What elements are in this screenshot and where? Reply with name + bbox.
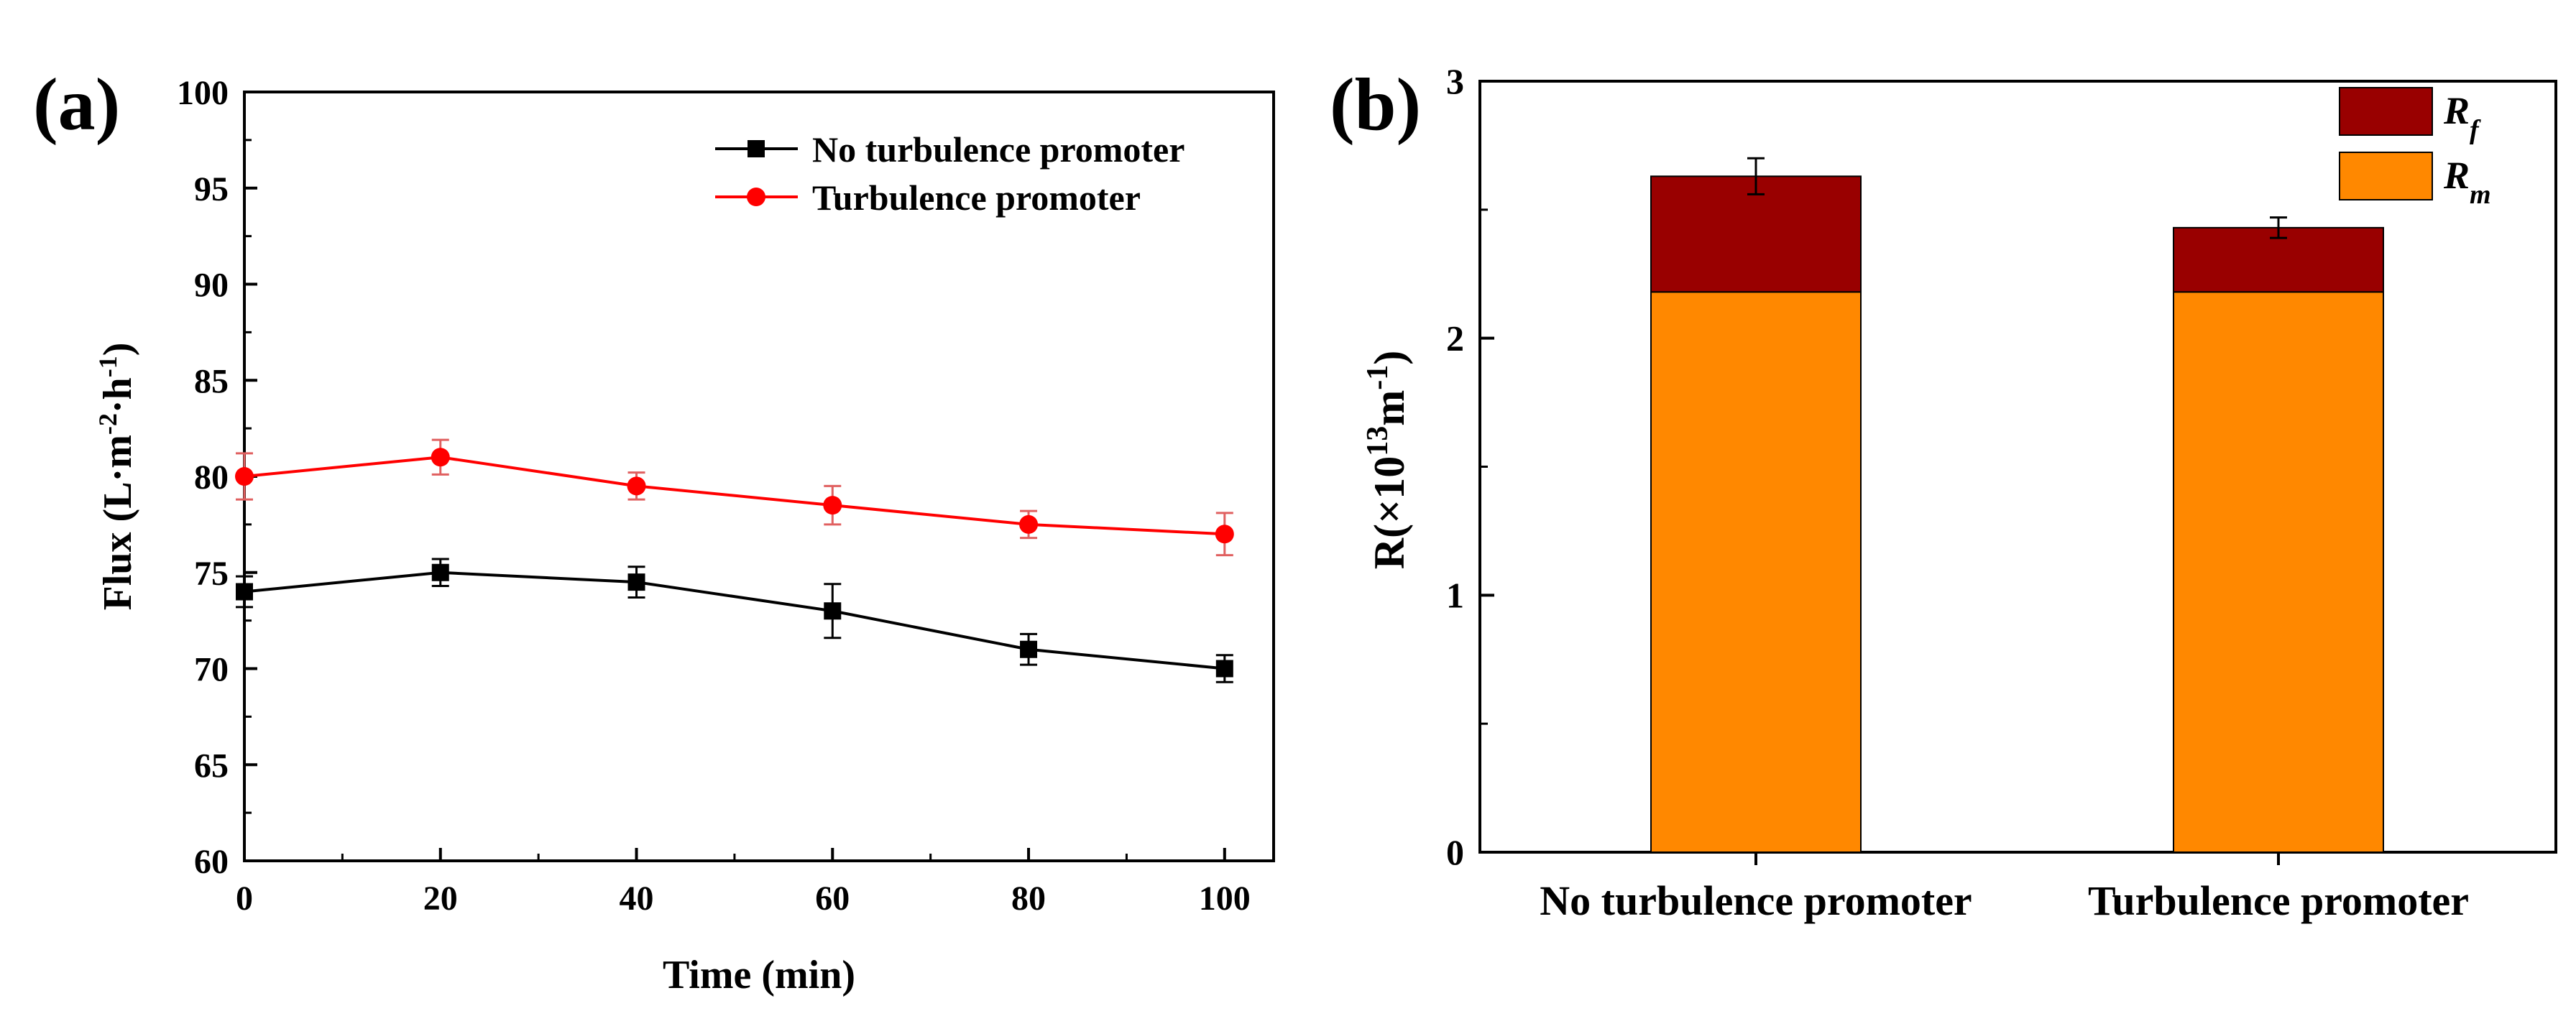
y-tick-label-a: 80 — [194, 458, 229, 497]
y-tick-label-a: 90 — [194, 267, 229, 305]
y-tick-label-a: 70 — [194, 651, 229, 689]
data-point-circle — [431, 448, 450, 467]
line-chart-panel-a: 60 65 70 75 80 85 90 95 100 0 20 40 60 80 100 Time (mi… — [93, 74, 1275, 997]
y-tick-label-a: 60 — [194, 843, 229, 881]
x-tick-label-b: No turbulence promoter — [1540, 877, 1972, 924]
data-point-circle — [1019, 514, 1039, 534]
axis-ticks-b: 0 1 2 3 — [1446, 61, 1494, 872]
x-tick-label-a: 100 — [1199, 880, 1251, 918]
legend-label: Rf — [2443, 89, 2481, 145]
series-line — [244, 571, 1225, 670]
y-tick-label-b: 3 — [1446, 61, 1464, 101]
panel-label-b: (b) — [1330, 63, 1421, 146]
data-point-square — [236, 583, 253, 601]
legend-swatch — [2339, 87, 2433, 136]
bars-layer-b: No turbulence promoter Turbulence promote… — [1540, 157, 2469, 924]
legend-label: No turbulence promoter — [812, 129, 1184, 170]
data-point-circle — [627, 476, 646, 496]
legend-a: No turbulence promoter Turbulence promote… — [715, 129, 1184, 218]
legend-label: Rm — [2443, 154, 2491, 210]
data-point-square — [627, 573, 645, 591]
panel-label-a: (a) — [33, 63, 120, 146]
data-point-square — [1020, 640, 1038, 658]
y-tick-label-a: 75 — [194, 555, 229, 593]
legend-marker-square — [748, 140, 765, 157]
y-tick-label-a: 95 — [194, 170, 229, 208]
y-tick-label-b: 2 — [1446, 318, 1464, 359]
data-point-square — [431, 563, 449, 581]
y-tick-label-a: 100 — [177, 74, 229, 112]
x-tick-label-b: Turbulence promoter — [2088, 877, 2469, 924]
bar-chart-panel-b: No turbulence promoter Turbulence promote… — [1361, 61, 2557, 924]
legend-swatch — [2339, 152, 2433, 200]
data-point-square — [824, 602, 842, 620]
bar-rf — [1650, 175, 1862, 293]
x-tick-label-a: 20 — [423, 880, 458, 918]
axis-ticks-a: 60 65 70 75 80 85 90 95 100 0 20 40 60 80 100 — [177, 74, 1251, 918]
bar-rm — [1650, 291, 1862, 853]
x-axis-label-a: Time (min) — [663, 953, 855, 997]
data-point-square — [1215, 660, 1233, 678]
y-axis-label-a: Flux (L·m-2·h-1) — [93, 343, 140, 611]
y-tick-label-a: 65 — [194, 747, 229, 785]
x-tick-label-a: 0 — [236, 880, 253, 918]
legend-label: Turbulence promoter — [812, 177, 1141, 218]
series-line — [244, 456, 1225, 536]
series-layer-a — [235, 438, 1234, 683]
x-tick-label-a: 80 — [1011, 880, 1046, 918]
y-tick-label-a: 85 — [194, 362, 229, 400]
bar-rm — [2173, 291, 2384, 853]
data-point-circle — [235, 467, 254, 486]
data-point-circle — [823, 496, 842, 515]
legend-b: Rf Rm — [2339, 87, 2491, 210]
y-axis-label-b: R(×1013m-1) — [1361, 351, 1413, 569]
data-point-circle — [1215, 525, 1234, 544]
x-tick-label-a: 60 — [815, 880, 850, 918]
y-tick-label-b: 0 — [1446, 832, 1464, 872]
x-tick-label-a: 40 — [620, 880, 654, 918]
y-tick-label-b: 1 — [1446, 575, 1464, 615]
legend-marker-circle — [747, 188, 765, 206]
